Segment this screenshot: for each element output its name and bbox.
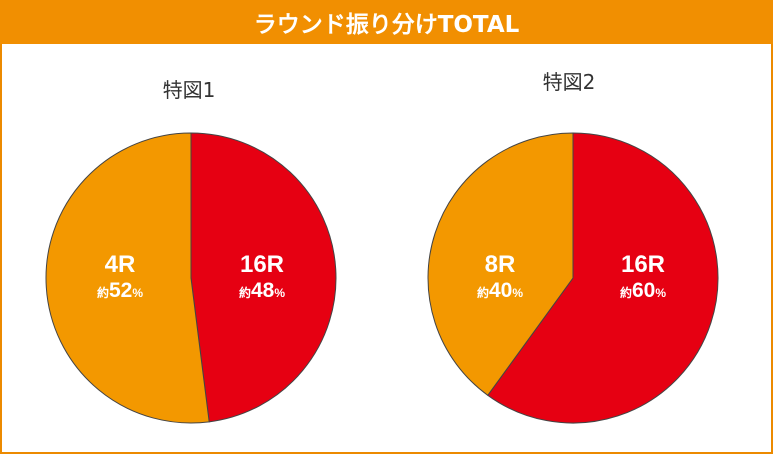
pie-2-label-8r: 8R xyxy=(485,251,516,278)
pie-1-value-16r: 約48% xyxy=(239,279,285,302)
pie-2-value-16r: 約60% xyxy=(620,279,666,302)
pie-2-title: 特図2 xyxy=(542,70,596,94)
pie-1-slice-4r xyxy=(45,132,210,424)
pie-1-value-4r: 約52% xyxy=(97,279,143,302)
pie-2-slice-8r xyxy=(427,132,574,397)
pie-1-slice-16r xyxy=(190,132,337,423)
pie-1-title: 特図1 xyxy=(162,78,216,102)
pie-1-label-16r: 16R xyxy=(240,251,284,278)
pie-2-slice-16r xyxy=(487,132,719,424)
header-title: ラウンド振り分けTOTAL xyxy=(0,0,773,44)
pie-1-label-4r: 4R xyxy=(105,251,136,278)
pie-2-label-16r: 16R xyxy=(621,251,665,278)
pie-2-value-8r: 約40% xyxy=(477,279,523,302)
